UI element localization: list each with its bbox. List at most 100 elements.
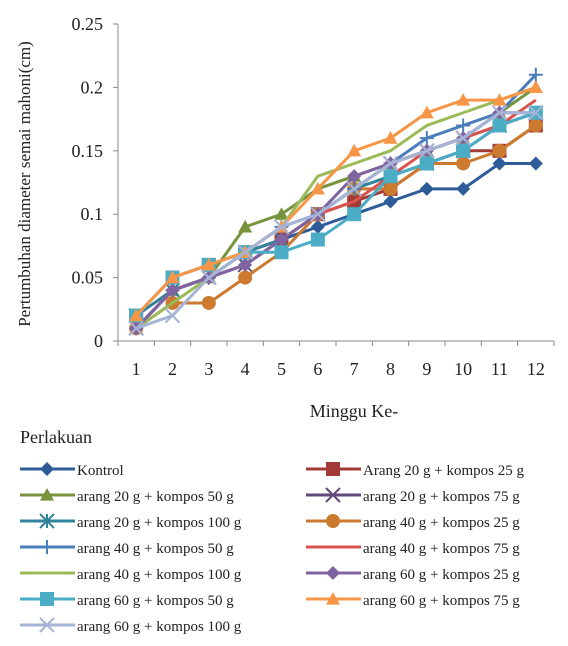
- data-point: [492, 156, 507, 171]
- data-point: [326, 566, 340, 580]
- data-point: [419, 181, 434, 196]
- data-point: [383, 169, 398, 184]
- data-point: [40, 592, 54, 606]
- legend-label: arang 20 g + kompos 50 g: [77, 489, 234, 505]
- legend-item: arang 40 g + kompos 100 g: [20, 567, 242, 583]
- series-line: [135, 98, 537, 330]
- data-point: [456, 118, 471, 133]
- data-point: [165, 283, 180, 298]
- data-point: [455, 130, 471, 146]
- data-point: [492, 93, 507, 106]
- data-point: [165, 270, 180, 284]
- legend-label: arang 20 g + kompos 75 g: [363, 489, 520, 505]
- data-point: [39, 617, 55, 633]
- y-tick-label: 0.05: [72, 268, 104, 288]
- axes: 00.050.10.150.20.251 2 3 4 5 6 7 8 9 10 11 12: [72, 14, 555, 379]
- x-tick-label: 12: [527, 359, 545, 379]
- data-point: [492, 143, 507, 158]
- data-point: [347, 169, 362, 184]
- data-point: [326, 462, 340, 476]
- y-tick-label: 0.2: [81, 77, 104, 97]
- data-point: [201, 257, 216, 271]
- data-point: [310, 181, 325, 195]
- data-point: [238, 257, 253, 272]
- data-point: [383, 181, 398, 196]
- data-point: [274, 207, 289, 220]
- data-point: [456, 181, 471, 196]
- data-point: [274, 232, 289, 247]
- y-tick-label: 0.25: [72, 14, 104, 34]
- data-point: [528, 80, 543, 93]
- data-point: [419, 156, 434, 171]
- x-tick-label: 2: [168, 359, 177, 379]
- y-tick-label: 0: [94, 331, 103, 351]
- data-point: [419, 131, 434, 146]
- data-point: [347, 143, 362, 157]
- legend: Kontrol Arang 20 g + kompos 25 g arang 20 …: [20, 462, 524, 635]
- legend-label: arang 60 g + kompos 50 g: [77, 593, 234, 609]
- legend-item: arang 20 g + kompos 75 g: [306, 487, 520, 505]
- legend-item: arang 20 g + kompos 50 g: [20, 488, 234, 505]
- data-point: [310, 232, 325, 247]
- data-point: [492, 118, 507, 133]
- y-tick-label: 0.1: [81, 204, 104, 224]
- legend-item: arang 60 g + kompos 50 g: [20, 592, 234, 609]
- data-point: [274, 245, 289, 260]
- data-point: [528, 118, 543, 133]
- series-group: [128, 67, 544, 337]
- legend-label: arang 60 g + kompos 25 g: [363, 567, 520, 583]
- legend-item: arang 60 g + kompos 25 g: [306, 566, 520, 583]
- series-13: [128, 105, 544, 337]
- legend-item: Arang 20 g + kompos 25 g: [306, 462, 524, 479]
- x-tick-label: 3: [204, 359, 213, 379]
- x-tick-label: 1: [132, 359, 141, 379]
- legend-label: arang 60 g + kompos 100 g: [77, 619, 242, 635]
- data-point: [419, 105, 434, 119]
- x-tick-label: 11: [491, 359, 508, 379]
- y-tick-label: 0.15: [72, 141, 104, 161]
- data-point: [326, 514, 340, 528]
- x-tick-label: 8: [386, 359, 395, 379]
- legend-label: arang 40 g + kompos 75 g: [363, 541, 520, 557]
- y-axis-label: Pertumbuhan diameter semai mahoni(cm): [15, 41, 34, 327]
- data-point: [310, 206, 326, 222]
- legend-item: arang 40 g + kompos 50 g: [20, 540, 234, 557]
- data-point: [419, 143, 435, 159]
- data-point: [456, 93, 471, 106]
- data-point: [237, 244, 253, 260]
- data-point: [128, 320, 144, 337]
- legend-label: Kontrol: [77, 463, 124, 479]
- data-point: [164, 307, 181, 324]
- data-point: [383, 194, 398, 209]
- x-axis-label: Minggu Ke-: [310, 401, 399, 421]
- data-point: [528, 105, 544, 121]
- legend-label: arang 60 g + kompos 75 g: [363, 593, 520, 609]
- data-point: [456, 156, 471, 171]
- legend-item: arang 40 g + kompos 25 g: [306, 514, 520, 531]
- data-point: [238, 219, 253, 233]
- data-point: [347, 207, 362, 222]
- legend-label: arang 40 g + kompos 100 g: [77, 567, 242, 583]
- x-tick-label: 9: [422, 359, 431, 379]
- x-tick-label: 6: [313, 359, 322, 379]
- legend-item: arang 60 g + kompos 75 g: [306, 592, 520, 609]
- legend-label: arang 40 g + kompos 50 g: [77, 541, 234, 557]
- data-point: [326, 592, 340, 605]
- data-point: [40, 462, 54, 476]
- data-point: [238, 270, 253, 285]
- data-point: [129, 308, 144, 322]
- legend-item: arang 20 g + kompos 100 g: [20, 513, 242, 531]
- data-point: [40, 488, 54, 501]
- data-point: [382, 155, 399, 172]
- data-point: [40, 540, 54, 554]
- legend-label: arang 40 g + kompos 25 g: [363, 515, 520, 531]
- legend-label: arang 20 g + kompos 100 g: [77, 515, 242, 531]
- legend-item: arang 40 g + kompos 75 g: [306, 541, 520, 557]
- data-point: [491, 105, 508, 121]
- legend-title: Perlakuan: [20, 427, 92, 447]
- data-point: [325, 487, 341, 503]
- data-point: [39, 513, 55, 529]
- data-point: [310, 219, 325, 234]
- series-8: [135, 98, 537, 330]
